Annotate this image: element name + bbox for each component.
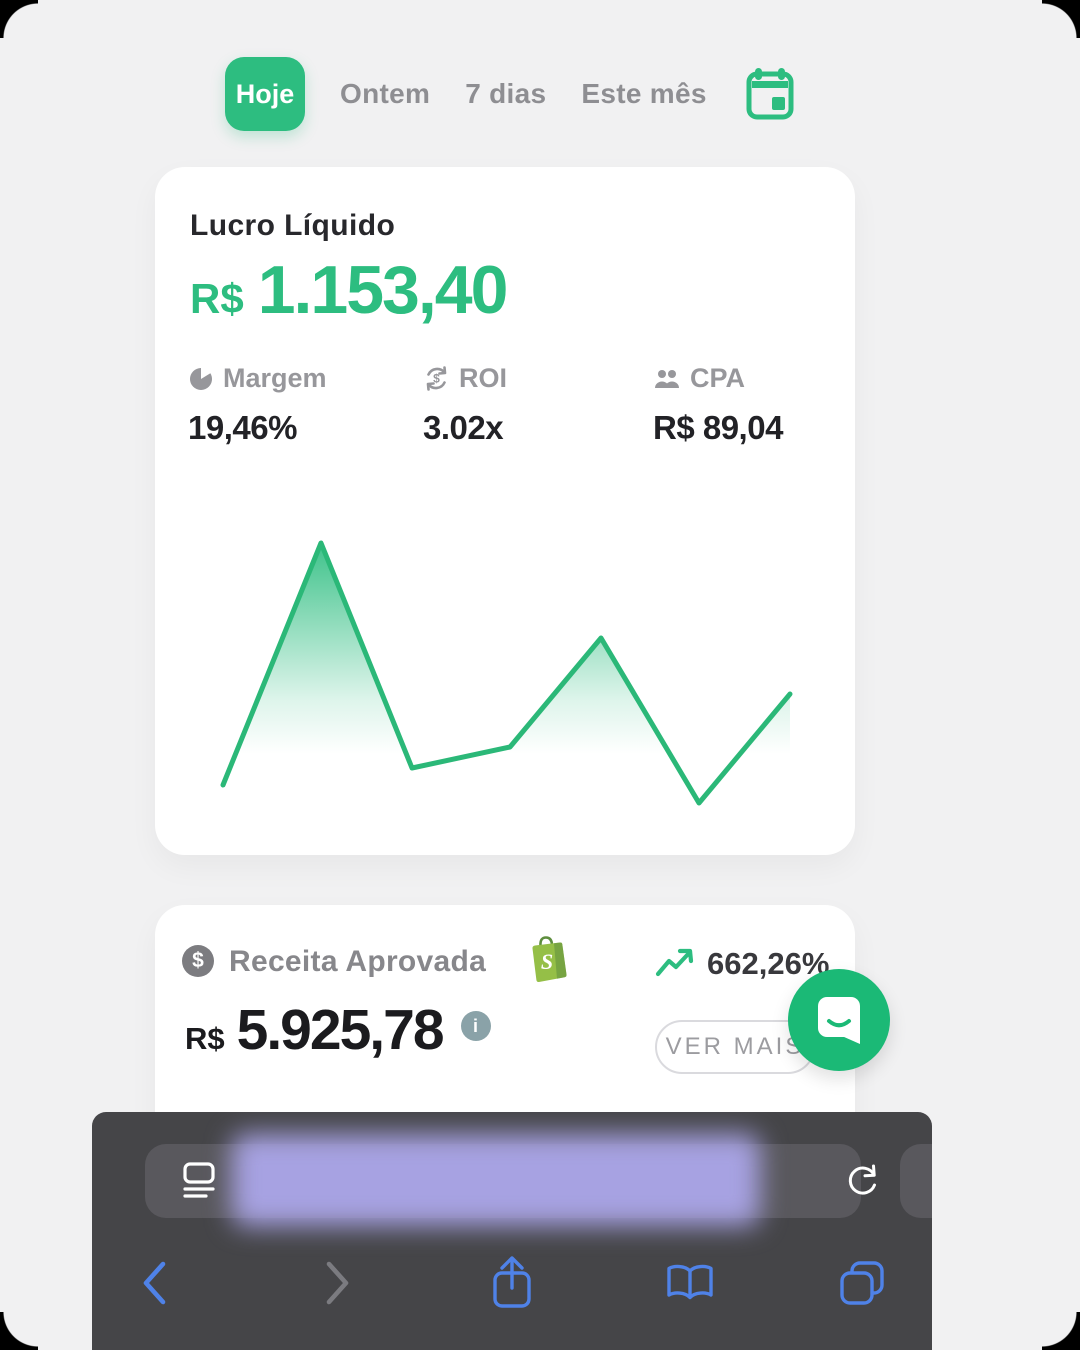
info-glyph: i bbox=[473, 1015, 479, 1036]
profit-title: Lucro Líquido bbox=[190, 209, 396, 242]
period-tab-bar: Hoje Ontem 7 dias Este mês bbox=[225, 57, 794, 131]
reload-icon bbox=[848, 1164, 876, 1195]
chat-fab-button[interactable] bbox=[788, 969, 890, 1071]
bookmarks-button[interactable] bbox=[663, 1262, 717, 1309]
chart-area-fill bbox=[223, 543, 790, 828]
info-icon[interactable]: i bbox=[460, 1011, 491, 1041]
dollar-glyph: $ bbox=[192, 949, 204, 972]
bookmarks-icon bbox=[667, 1264, 713, 1300]
people-icon bbox=[655, 369, 679, 388]
screen-corner bbox=[1042, 0, 1080, 38]
tab-hoje[interactable]: Hoje bbox=[225, 57, 305, 131]
metric-label: Margem bbox=[223, 363, 327, 393]
refresh-dollar-icon: $ bbox=[426, 366, 447, 391]
profit-chart bbox=[180, 517, 840, 829]
forward-button[interactable] bbox=[319, 1259, 355, 1312]
reader-icon bbox=[183, 1162, 215, 1198]
screen-corner bbox=[1042, 1312, 1080, 1350]
browser-toolbar bbox=[92, 1112, 932, 1350]
trend-up-icon bbox=[655, 947, 697, 984]
chat-icon bbox=[818, 997, 860, 1044]
adjacent-tab-preview[interactable] bbox=[900, 1144, 932, 1218]
metric-value: R$ 89,04 bbox=[653, 409, 783, 446]
shopify-icon: S bbox=[527, 935, 571, 988]
reload-button[interactable] bbox=[844, 1162, 882, 1205]
screen-corner bbox=[0, 0, 38, 38]
share-icon bbox=[493, 1256, 531, 1308]
profit-card: Lucro Líquido R$ 1.153,40 Margem 19,46% bbox=[155, 167, 855, 855]
revenue-title: Receita Aprovada bbox=[229, 945, 487, 978]
profit-value: R$ 1.153,40 bbox=[190, 251, 509, 329]
metric-value: 3.02x bbox=[423, 409, 504, 446]
back-icon bbox=[143, 1261, 166, 1305]
tab-7-dias[interactable]: 7 dias bbox=[465, 78, 547, 109]
growth-percentage: 662,26% bbox=[707, 946, 830, 981]
tab-este-mes[interactable]: Este mês bbox=[581, 78, 707, 109]
dollar-circle-icon: $ bbox=[182, 945, 214, 977]
chart-line bbox=[220, 540, 793, 806]
metric-margem: Margem 19,46% bbox=[188, 363, 327, 447]
pie-chart-icon bbox=[190, 365, 214, 390]
metric-roi: $ ROI 3.02x bbox=[423, 363, 507, 447]
revenue-value: R$ 5.925,78 i bbox=[185, 997, 491, 1063]
currency-prefix: R$ bbox=[190, 275, 244, 322]
metric-cpa: CPA R$ 89,04 bbox=[653, 363, 783, 447]
reader-view-button[interactable] bbox=[181, 1161, 217, 1204]
screen-corner bbox=[0, 1312, 38, 1350]
forward-icon bbox=[326, 1261, 349, 1305]
metric-label: ROI bbox=[459, 363, 508, 393]
calendar-button[interactable] bbox=[746, 67, 794, 121]
profit-amount: 1.153,40 bbox=[257, 252, 509, 328]
blurred-url bbox=[232, 1134, 760, 1226]
calendar-icon bbox=[746, 68, 794, 120]
tabs-icon bbox=[840, 1261, 884, 1305]
metric-label: CPA bbox=[690, 363, 746, 393]
svg-text:S: S bbox=[541, 949, 553, 974]
revenue-amount: 5.925,78 bbox=[236, 998, 445, 1062]
share-button[interactable] bbox=[490, 1253, 534, 1316]
tabs-button[interactable] bbox=[838, 1259, 886, 1312]
back-button[interactable] bbox=[137, 1259, 173, 1312]
currency-prefix: R$ bbox=[185, 1021, 225, 1056]
svg-text:$: $ bbox=[433, 372, 440, 386]
metric-value: 19,46% bbox=[188, 409, 297, 446]
tab-ontem[interactable]: Ontem bbox=[340, 78, 431, 109]
